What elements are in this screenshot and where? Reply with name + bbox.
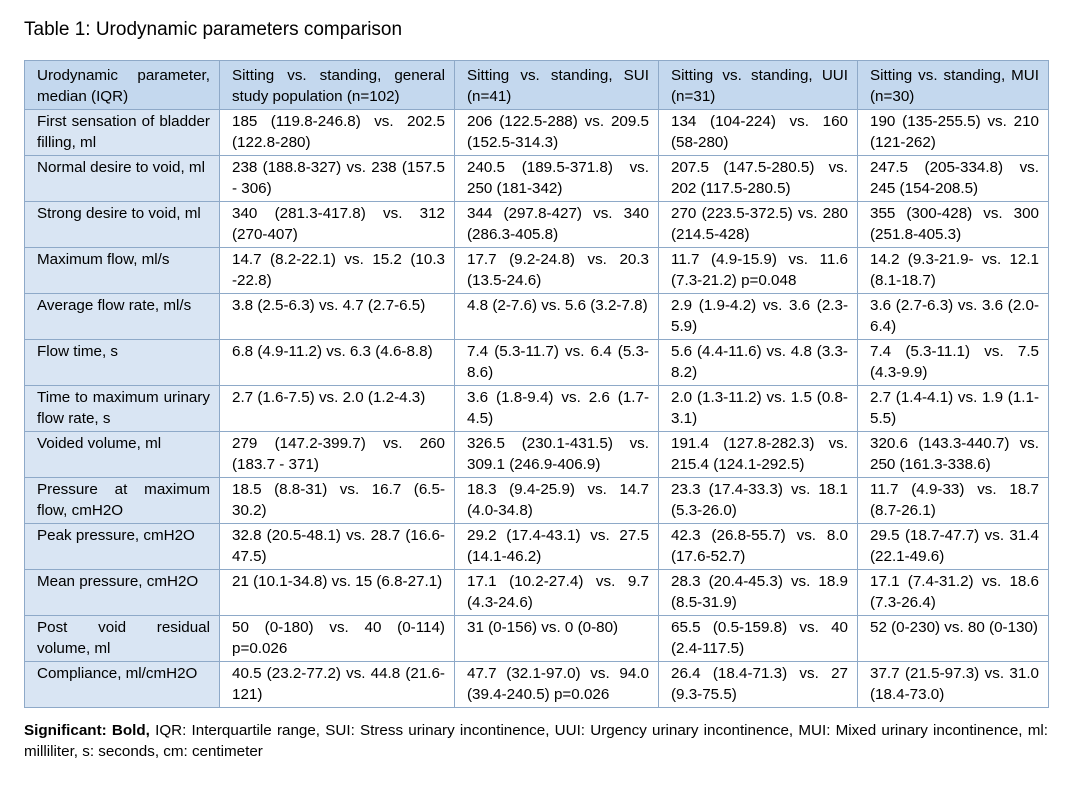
- value-cell: 29.2 (17.4-43.1) vs. 27.5 (14.1-46.2): [454, 523, 659, 570]
- parameter-cell: First sensation of bladder filling, ml: [24, 109, 220, 156]
- value-cell: 37.7 (21.5-97.3) vs. 31.0 (18.4-73.0): [857, 661, 1049, 708]
- table-footnote: Significant: Bold, IQR: Interquartile ra…: [24, 720, 1048, 762]
- value-cell: 32.8 (20.5-48.1) vs. 28.7 (16.6-47.5): [219, 523, 455, 570]
- value-cell: 14.2 (9.3-21.9- vs. 12.1 (8.1-18.7): [857, 247, 1049, 294]
- value-cell: 18.5 (8.8-31) vs. 16.7 (6.5-30.2): [219, 477, 455, 524]
- parameter-cell: Voided volume, ml: [24, 431, 220, 478]
- table-row: First sensation of bladder filling, ml 18…: [24, 109, 1049, 156]
- value-cell: 5.6 (4.4-11.6) vs. 4.8 (3.3-8.2): [658, 339, 858, 386]
- value-cell: 344 (297.8-427) vs. 340 (286.3-405.8): [454, 201, 659, 248]
- value-cell: 340 (281.3-417.8) vs. 312 (270-407): [219, 201, 455, 248]
- column-header: Urodynamic parameter, median (IQR): [24, 60, 220, 110]
- value-cell: 26.4 (18.4-71.3) vs. 27 (9.3-75.5): [658, 661, 858, 708]
- parameter-cell: Compliance, ml/cmH2O: [24, 661, 220, 708]
- value-cell: 190 (135-255.5) vs. 210 (121-262): [857, 109, 1049, 156]
- parameter-cell: Maximum flow, ml/s: [24, 247, 220, 294]
- value-cell: 31 (0-156) vs. 0 (0-80): [454, 615, 659, 662]
- parameter-cell: Strong desire to void, ml: [24, 201, 220, 248]
- value-cell: 17.1 (7.4-31.2) vs. 18.6 (7.3-26.4): [857, 569, 1049, 616]
- value-cell: 65.5 (0.5-159.8) vs. 40 (2.4-117.5): [658, 615, 858, 662]
- value-cell: 29.5 (18.7-47.7) vs. 31.4 (22.1-49.6): [857, 523, 1049, 570]
- parameter-cell: Normal desire to void, ml: [24, 155, 220, 202]
- table-row: Compliance, ml/cmH2O 40.5 (23.2-77.2) vs.…: [24, 661, 1049, 708]
- value-cell: 326.5 (230.1-431.5) vs. 309.1 (246.9-406…: [454, 431, 659, 478]
- value-cell: 355 (300-428) vs. 300 (251.8-405.3): [857, 201, 1049, 248]
- table-row: Pressure at maximum flow, cmH2O 18.5 (8.8…: [24, 477, 1049, 524]
- value-cell: 7.4 (5.3-11.7) vs. 6.4 (5.3-8.6): [454, 339, 659, 386]
- value-cell: 2.7 (1.4-4.1) vs. 1.9 (1.1-5.5): [857, 385, 1049, 432]
- value-cell: 279 (147.2-399.7) vs. 260 (183.7 - 371): [219, 431, 455, 478]
- value-cell: 4.8 (2-7.6) vs. 5.6 (3.2-7.8): [454, 293, 659, 340]
- urodynamic-table: Urodynamic parameter, median (IQR) Sitti…: [24, 60, 1049, 708]
- parameter-cell: Time to maximum urinary flow rate, s: [24, 385, 220, 432]
- parameter-cell: Mean pressure, cmH2O: [24, 569, 220, 616]
- value-cell: 42.3 (26.8-55.7) vs. 8.0 (17.6-52.7): [658, 523, 858, 570]
- value-cell: 7.4 (5.3-11.1) vs. 7.5 (4.3-9.9): [857, 339, 1049, 386]
- value-cell: 3.8 (2.5-6.3) vs. 4.7 (2.7-6.5): [219, 293, 455, 340]
- value-cell: 52 (0-230) vs. 80 (0-130): [857, 615, 1049, 662]
- table-row: Post void residual volume, ml 50 (0-180) …: [24, 615, 1049, 662]
- abbreviations-note: IQR: Interquartile range, SUI: Stress ur…: [24, 722, 1048, 760]
- table-row: Peak pressure, cmH2O 32.8 (20.5-48.1) vs.…: [24, 523, 1049, 570]
- value-cell: 206 (122.5-288) vs. 209.5 (152.5-314.3): [454, 109, 659, 156]
- value-cell: 3.6 (2.7-6.3) vs. 3.6 (2.0-6.4): [857, 293, 1049, 340]
- table-row: Average flow rate, ml/s 3.8 (2.5-6.3) vs.…: [24, 293, 1049, 340]
- column-header: Sitting vs. standing, MUI (n=30): [857, 60, 1049, 110]
- table-body: First sensation of bladder filling, ml 18…: [24, 109, 1049, 708]
- value-cell: 247.5 (205-334.8) vs. 245 (154-208.5): [857, 155, 1049, 202]
- value-cell: 11.7 (4.9-15.9) vs. 11.6 (7.3-21.2) p=0.…: [658, 247, 858, 294]
- value-cell: 2.9 (1.9-4.2) vs. 3.6 (2.3-5.9): [658, 293, 858, 340]
- table-row: Flow time, s 6.8 (4.9-11.2) vs. 6.3 (4.6-…: [24, 339, 1049, 386]
- table-row: Strong desire to void, ml 340 (281.3-417.…: [24, 201, 1049, 248]
- table-row: Voided volume, ml 279 (147.2-399.7) vs. 2…: [24, 431, 1049, 478]
- value-cell: 50 (0-180) vs. 40 (0-114) p=0.026: [219, 615, 455, 662]
- value-cell: 191.4 (127.8-282.3) vs. 215.4 (124.1-292…: [658, 431, 858, 478]
- value-cell: 2.0 (1.3-11.2) vs. 1.5 (0.8-3.1): [658, 385, 858, 432]
- value-cell: 40.5 (23.2-77.2) vs. 44.8 (21.6-121): [219, 661, 455, 708]
- value-cell: 23.3 (17.4-33.3) vs. 18.1 (5.3-26.0): [658, 477, 858, 524]
- parameter-cell: Pressure at maximum flow, cmH2O: [24, 477, 220, 524]
- value-cell: 21 (10.1-34.8) vs. 15 (6.8-27.1): [219, 569, 455, 616]
- table-row: Maximum flow, ml/s 14.7 (8.2-22.1) vs. 15…: [24, 247, 1049, 294]
- parameter-cell: Peak pressure, cmH2O: [24, 523, 220, 570]
- value-cell: 18.3 (9.4-25.9) vs. 14.7 (4.0-34.8): [454, 477, 659, 524]
- value-cell: 238 (188.8-327) vs. 238 (157.5 - 306): [219, 155, 455, 202]
- value-cell: 2.7 (1.6-7.5) vs. 2.0 (1.2-4.3): [219, 385, 455, 432]
- value-cell: 28.3 (20.4-45.3) vs. 18.9 (8.5-31.9): [658, 569, 858, 616]
- parameter-cell: Flow time, s: [24, 339, 220, 386]
- table-title: Table 1: Urodynamic parameters compariso…: [24, 19, 403, 40]
- value-cell: 320.6 (143.3-440.7) vs. 250 (161.3-338.6…: [857, 431, 1049, 478]
- column-header: Sitting vs. standing, SUI (n=41): [454, 60, 659, 110]
- value-cell: 270 (223.5-372.5) vs. 280 (214.5-428): [658, 201, 858, 248]
- parameter-cell: Average flow rate, ml/s: [24, 293, 220, 340]
- table-row: Mean pressure, cmH2O 21 (10.1-34.8) vs. 1…: [24, 569, 1049, 616]
- header-row: Urodynamic parameter, median (IQR) Sitti…: [24, 60, 1049, 110]
- value-cell: 17.1 (10.2-27.4) vs. 9.7 (4.3-24.6): [454, 569, 659, 616]
- value-cell: 3.6 (1.8-9.4) vs. 2.6 (1.7-4.5): [454, 385, 659, 432]
- value-cell: 134 (104-224) vs. 160 (58-280): [658, 109, 858, 156]
- column-header: Sitting vs. standing, UUI (n=31): [658, 60, 858, 110]
- value-cell: 14.7 (8.2-22.1) vs. 15.2 (10.3 -22.8): [219, 247, 455, 294]
- value-cell: 207.5 (147.5-280.5) vs. 202 (117.5-280.5…: [658, 155, 858, 202]
- value-cell: 11.7 (4.9-33) vs. 18.7 (8.7-26.1): [857, 477, 1049, 524]
- column-header: Sitting vs. standing, general study popu…: [219, 60, 455, 110]
- significance-note: Significant: Bold,: [24, 722, 150, 739]
- parameter-cell: Post void residual volume, ml: [24, 615, 220, 662]
- value-cell: 240.5 (189.5-371.8) vs. 250 (181-342): [454, 155, 659, 202]
- value-cell: 47.7 (32.1-97.0) vs. 94.0 (39.4-240.5) p…: [454, 661, 659, 708]
- table-row: Time to maximum urinary flow rate, s 2.7 …: [24, 385, 1049, 432]
- value-cell: 6.8 (4.9-11.2) vs. 6.3 (4.6-8.8): [219, 339, 455, 386]
- table-row: Normal desire to void, ml 238 (188.8-327)…: [24, 155, 1049, 202]
- value-cell: 185 (119.8-246.8) vs. 202.5 (122.8-280): [219, 109, 455, 156]
- value-cell: 17.7 (9.2-24.8) vs. 20.3 (13.5-24.6): [454, 247, 659, 294]
